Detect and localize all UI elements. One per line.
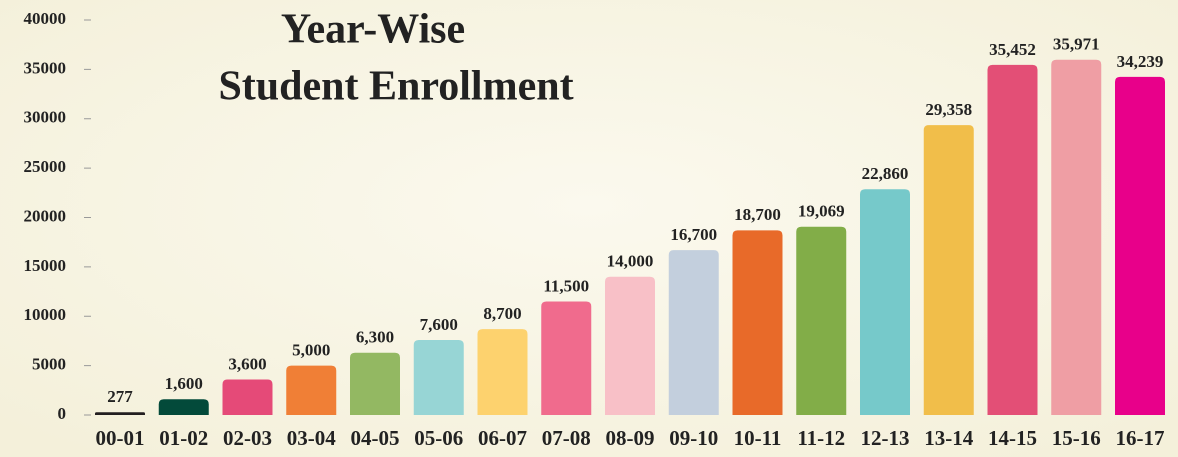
x-tick-label: 01-02 xyxy=(159,426,208,450)
bar xyxy=(1051,59,1102,415)
x-tick-label: 03-04 xyxy=(287,426,336,450)
x-tick-label: 15-16 xyxy=(1052,426,1101,450)
bar xyxy=(1115,76,1165,415)
value-label: 16,700 xyxy=(670,225,717,244)
y-tick-label: 5000 xyxy=(32,355,66,374)
bar xyxy=(222,379,273,415)
x-tick-label: 11-12 xyxy=(797,426,845,450)
x-tick-label: 06-07 xyxy=(478,426,527,450)
bar xyxy=(350,352,400,415)
value-label: 35,971 xyxy=(1053,35,1100,54)
x-tick-label: 07-08 xyxy=(542,426,591,450)
bar xyxy=(732,230,783,415)
value-label: 29,358 xyxy=(925,100,972,119)
y-tick-label: 15000 xyxy=(24,256,67,275)
x-tick-label: 02-03 xyxy=(223,426,272,450)
x-tick-label: 05-06 xyxy=(414,426,463,450)
value-label: 6,300 xyxy=(356,328,394,347)
x-tick-label: 13-14 xyxy=(924,426,973,450)
bar xyxy=(541,301,592,415)
bar xyxy=(860,189,910,415)
y-tick-label: 25000 xyxy=(24,157,67,176)
y-tick-label: 0 xyxy=(58,404,67,423)
value-label: 5,000 xyxy=(292,341,330,360)
value-label: 11,500 xyxy=(543,276,589,295)
value-label: 18,700 xyxy=(734,205,781,224)
chart-title: Student Enrollment xyxy=(218,64,573,110)
x-tick-label: 12-13 xyxy=(861,426,910,450)
x-tick-label: 14-15 xyxy=(988,426,1037,450)
bar xyxy=(95,412,145,415)
y-tick-label: 40000 xyxy=(24,9,67,28)
chart-title: Year-Wise xyxy=(281,7,465,53)
x-tick-label: 16-17 xyxy=(1116,426,1165,450)
value-label: 22,860 xyxy=(862,164,909,183)
y-tick-label: 35000 xyxy=(24,58,67,77)
value-label: 14,000 xyxy=(607,252,654,271)
value-label: 7,600 xyxy=(420,315,458,334)
bar xyxy=(987,64,1038,415)
value-label: 1,600 xyxy=(165,374,203,393)
bar xyxy=(286,365,337,415)
y-tick-label: 10000 xyxy=(24,305,67,324)
bar xyxy=(413,339,464,415)
y-tick-label: 30000 xyxy=(24,108,67,127)
value-label: 35,452 xyxy=(989,40,1036,59)
bar xyxy=(158,399,209,415)
x-tick-label: 04-05 xyxy=(351,426,400,450)
bar xyxy=(668,250,719,415)
bar xyxy=(923,125,974,415)
x-tick-label: 10-11 xyxy=(734,426,782,450)
x-tick-label: 00-01 xyxy=(96,426,145,450)
bar xyxy=(477,329,528,415)
value-label: 19,069 xyxy=(798,202,845,221)
value-label: 34,239 xyxy=(1117,52,1164,71)
value-label: 3,600 xyxy=(228,354,266,373)
value-label: 277 xyxy=(107,387,133,406)
x-tick-label: 08-09 xyxy=(606,426,655,450)
bar xyxy=(796,226,847,415)
y-tick-label: 20000 xyxy=(24,206,67,225)
value-label: 8,700 xyxy=(483,304,521,323)
bar xyxy=(605,276,655,415)
x-tick-label: 09-10 xyxy=(669,426,718,450)
